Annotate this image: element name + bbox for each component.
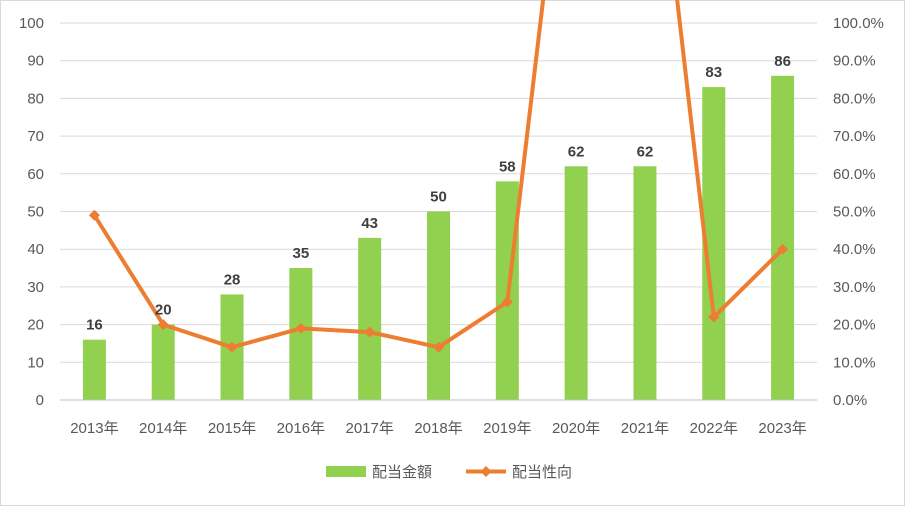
x-tick-label: 2018年 — [414, 420, 462, 437]
legend-label-ratio: 配当性向 — [512, 463, 572, 481]
left-y-tick-label: 100 — [19, 15, 44, 32]
bar — [82, 339, 106, 400]
bar-data-label: 83 — [705, 64, 722, 81]
x-tick-label: 2017年 — [345, 420, 393, 437]
legend-swatch-amount — [326, 466, 366, 477]
right-y-tick-label: 20.0% — [833, 317, 876, 334]
right-y-tick-label: 90.0% — [833, 53, 876, 70]
x-tick-label: 2015年 — [208, 420, 256, 437]
left-y-tick-label: 60 — [27, 166, 44, 183]
left-y-tick-label: 80 — [27, 90, 44, 107]
legend-label-amount: 配当金額 — [372, 463, 432, 481]
right-y-tick-label: 80.0% — [833, 90, 876, 107]
left-y-tick-label: 50 — [27, 204, 44, 221]
bar-data-label: 62 — [637, 143, 654, 160]
ratio-point-marker — [364, 326, 376, 338]
legend: 配当金額 配当性向 — [326, 463, 572, 481]
right-y-tick-label: 30.0% — [833, 279, 876, 296]
legend-swatch-ratio-marker — [480, 466, 492, 477]
bar-data-label: 86 — [774, 53, 791, 70]
bar-data-label: 50 — [430, 189, 447, 206]
x-tick-label: 2016年 — [277, 420, 325, 437]
x-tick-label: 2020年 — [552, 420, 600, 437]
x-tick-label: 2013年 — [70, 420, 118, 437]
bar-data-label: 28 — [224, 271, 241, 288]
right-y-axis: 0.0% 10.0% 20.0% 30.0% 40.0% 50.0% 60.0% 70.0% 8… — [833, 15, 884, 409]
bar-data-label: 62 — [568, 143, 585, 160]
right-y-tick-label: 70.0% — [833, 128, 876, 145]
left-y-tick-label: 10 — [27, 354, 44, 371]
x-tick-label: 2022年 — [690, 420, 738, 437]
ratio-point-marker — [88, 209, 100, 221]
ratio-point-marker — [777, 243, 789, 255]
left-y-tick-label: 90 — [27, 53, 44, 70]
bar — [702, 87, 726, 400]
bar-data-label: 16 — [86, 317, 103, 334]
x-tick-label: 2019年 — [483, 420, 531, 437]
bar-data-label: 20 — [155, 302, 172, 319]
x-tick-label: 2021年 — [621, 420, 669, 437]
bar-data-label: 43 — [361, 215, 378, 232]
right-y-tick-label: 10.0% — [833, 354, 876, 371]
right-y-tick-label: 60.0% — [833, 166, 876, 183]
line-series-ratio — [88, 0, 789, 353]
bar — [564, 166, 588, 400]
right-y-tick-label: 50.0% — [833, 204, 876, 221]
right-y-tick-label: 0.0% — [833, 392, 867, 409]
right-y-tick-label: 100.0% — [833, 15, 884, 32]
x-axis: 2013年 2014年 2015年 2016年 2017年 2018年 2019年 2020年… — [60, 399, 817, 437]
bar-data-label: 35 — [293, 245, 310, 262]
left-y-tick-label: 20 — [27, 317, 44, 334]
bar-data-label: 58 — [499, 158, 516, 175]
right-y-tick-label: 40.0% — [833, 241, 876, 258]
left-y-axis: 0 10 20 30 40 50 60 70 80 90 100 — [19, 15, 44, 409]
ratio-point-marker — [708, 311, 720, 323]
ratio-point-marker — [226, 341, 238, 353]
bar — [358, 237, 382, 400]
ratio-point-marker — [433, 341, 444, 353]
bar — [633, 166, 657, 400]
bar — [771, 75, 795, 400]
bar — [289, 268, 313, 400]
bar-data-labels: 16 20 28 35 43 50 58 62 62 83 86 — [86, 53, 791, 334]
left-y-tick-label: 30 — [27, 279, 44, 296]
left-y-tick-label: 0 — [36, 392, 44, 409]
x-tick-label: 2014年 — [139, 420, 187, 437]
ratio-point-marker — [157, 319, 169, 331]
bar-series-amount — [82, 75, 795, 400]
left-y-tick-label: 40 — [27, 241, 44, 258]
ratio-point-marker — [501, 296, 513, 308]
x-tick-label: 2023年 — [758, 420, 806, 437]
bar — [151, 324, 175, 400]
bar — [427, 211, 450, 400]
ratio-point-marker — [295, 322, 307, 334]
left-y-tick-label: 70 — [27, 128, 44, 145]
